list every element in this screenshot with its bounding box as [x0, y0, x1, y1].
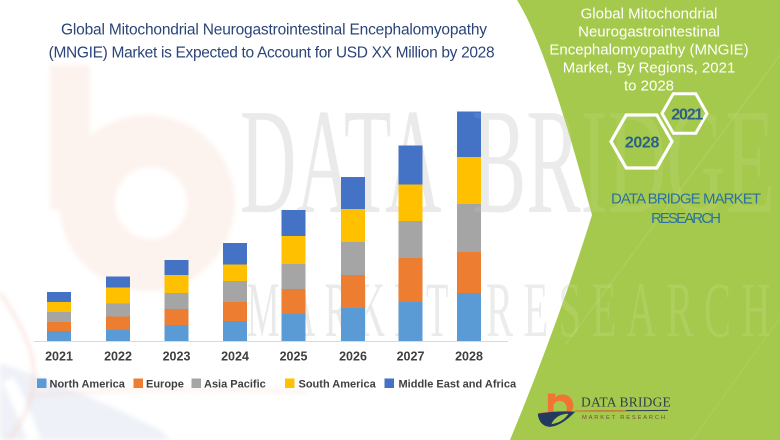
- svg-text:2027: 2027: [397, 350, 425, 364]
- svg-text:DATA BRIDGE MARKET: DATA BRIDGE MARKET: [611, 191, 761, 208]
- svg-text:North America: North America: [50, 379, 126, 391]
- svg-text:2028: 2028: [625, 134, 660, 151]
- svg-text:2021: 2021: [45, 350, 73, 364]
- svg-text:Global Mitochondrial: Global Mitochondrial: [581, 6, 718, 23]
- svg-text:Middle East and Africa: Middle East and Africa: [399, 379, 517, 391]
- svg-text:RESEARCH: RESEARCH: [486, 268, 780, 353]
- svg-text:Global Mitochondrial Neurogast: Global Mitochondrial Neurogastrointestin…: [61, 22, 487, 39]
- svg-text:2025: 2025: [280, 350, 308, 364]
- svg-text:Encephalomyopathy (MNGIE): Encephalomyopathy (MNGIE): [549, 42, 748, 59]
- svg-text:DATA BRIDGE: DATA BRIDGE: [581, 395, 671, 410]
- svg-text:to 2028: to 2028: [624, 78, 674, 95]
- svg-text:2024: 2024: [221, 350, 249, 364]
- svg-text:(MNGIE) Market is Expected to: (MNGIE) Market is Expected to Account fo…: [49, 44, 495, 61]
- svg-text:2021: 2021: [671, 107, 703, 124]
- svg-text:2028: 2028: [455, 350, 483, 364]
- svg-text:RESEARCH: RESEARCH: [651, 210, 721, 227]
- svg-text:2022: 2022: [104, 350, 132, 364]
- svg-text:Neurogastrointestinal: Neurogastrointestinal: [578, 24, 720, 41]
- svg-text:Market, By Regions, 2021: Market, By Regions, 2021: [563, 60, 736, 77]
- svg-text:South America: South America: [299, 379, 377, 391]
- svg-text:2023: 2023: [163, 350, 191, 364]
- svg-text:2026: 2026: [339, 350, 367, 364]
- svg-text:MARKET RESEARCH: MARKET RESEARCH: [582, 415, 667, 421]
- svg-text:Europe: Europe: [146, 379, 184, 391]
- svg-text:Asia Pacific: Asia Pacific: [204, 379, 266, 391]
